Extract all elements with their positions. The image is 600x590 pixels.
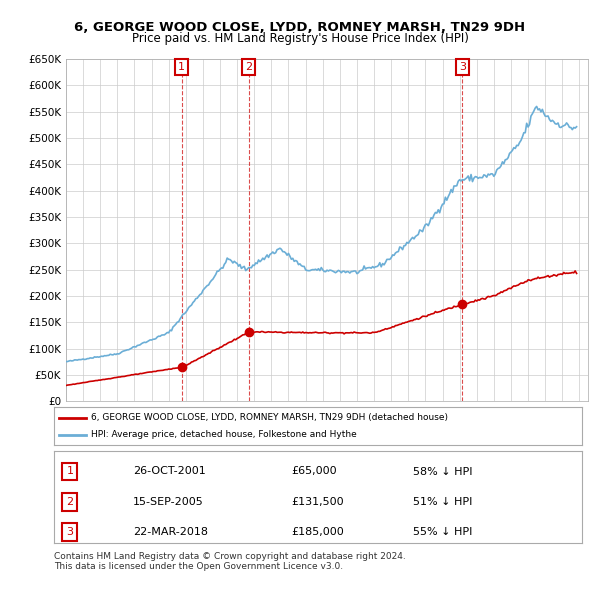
Text: Price paid vs. HM Land Registry's House Price Index (HPI): Price paid vs. HM Land Registry's House … <box>131 32 469 45</box>
Text: 58% ↓ HPI: 58% ↓ HPI <box>413 467 473 477</box>
Text: 51% ↓ HPI: 51% ↓ HPI <box>413 497 472 507</box>
Text: 6, GEORGE WOOD CLOSE, LYDD, ROMNEY MARSH, TN29 9DH: 6, GEORGE WOOD CLOSE, LYDD, ROMNEY MARSH… <box>74 21 526 34</box>
Text: 3: 3 <box>67 527 73 537</box>
Text: 1: 1 <box>67 467 73 477</box>
Text: £131,500: £131,500 <box>292 497 344 507</box>
Text: Contains HM Land Registry data © Crown copyright and database right 2024.
This d: Contains HM Land Registry data © Crown c… <box>54 552 406 571</box>
Text: £185,000: £185,000 <box>292 527 344 537</box>
Text: £65,000: £65,000 <box>292 467 337 477</box>
Text: 3: 3 <box>459 62 466 72</box>
Text: 2: 2 <box>245 62 252 72</box>
Text: 1: 1 <box>178 62 185 72</box>
Text: 15-SEP-2005: 15-SEP-2005 <box>133 497 204 507</box>
Text: HPI: Average price, detached house, Folkestone and Hythe: HPI: Average price, detached house, Folk… <box>91 430 357 439</box>
Text: 55% ↓ HPI: 55% ↓ HPI <box>413 527 472 537</box>
Text: 26-OCT-2001: 26-OCT-2001 <box>133 467 206 477</box>
Text: 2: 2 <box>66 497 73 507</box>
Text: 6, GEORGE WOOD CLOSE, LYDD, ROMNEY MARSH, TN29 9DH (detached house): 6, GEORGE WOOD CLOSE, LYDD, ROMNEY MARSH… <box>91 414 448 422</box>
Text: 22-MAR-2018: 22-MAR-2018 <box>133 527 208 537</box>
